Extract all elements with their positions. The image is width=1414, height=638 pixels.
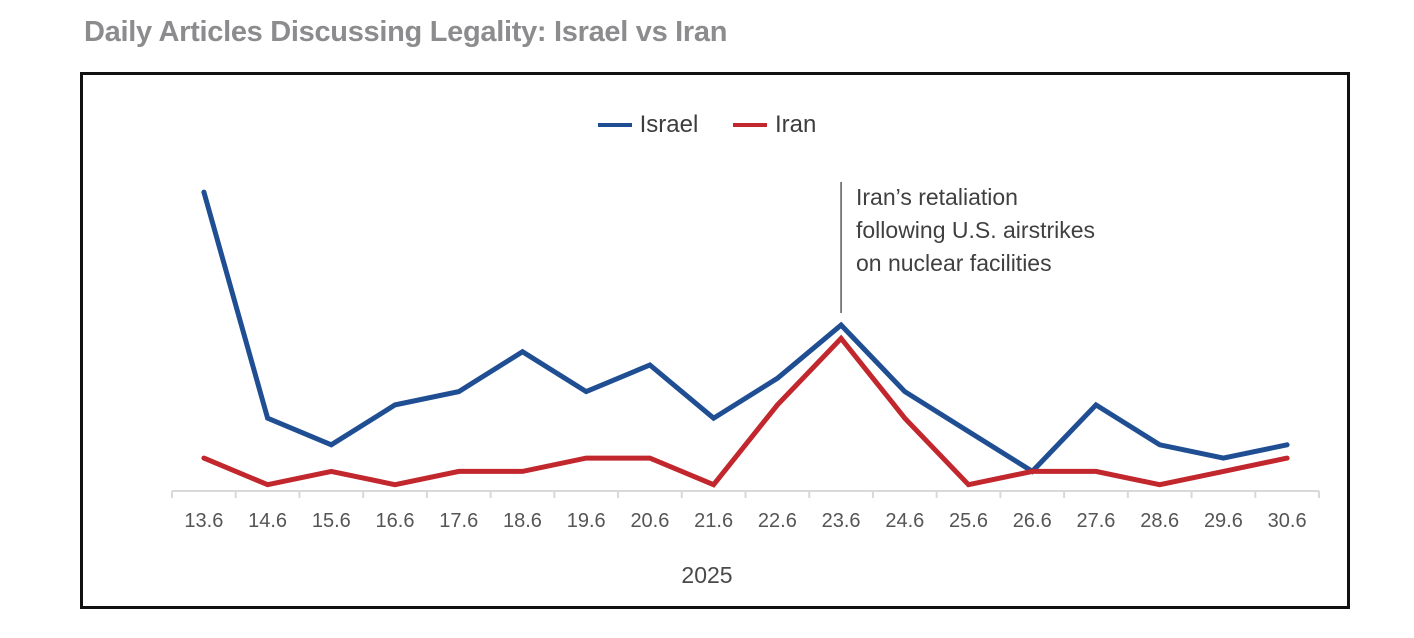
legend: Israel Iran — [0, 106, 1414, 139]
chart-frame — [80, 72, 1350, 609]
x-tick-label: 20.6 — [630, 510, 669, 532]
x-tick-label: 14.6 — [248, 510, 287, 532]
x-tick-label: 19.6 — [567, 510, 606, 532]
series-line-israel — [201, 189, 1290, 475]
legend-swatch-iran — [733, 123, 767, 127]
x-tick-label: 30.6 — [1268, 510, 1307, 532]
chart-title: Daily Articles Discussing Legality: Isra… — [84, 16, 728, 48]
legend-swatch-israel — [597, 123, 632, 127]
x-tick-label: 21.6 — [694, 510, 733, 532]
annotation-text: Iran’s retaliation following U.S. airstr… — [856, 181, 1095, 280]
legend-item-israel: Israel — [597, 111, 699, 139]
x-tick-label: 13.6 — [184, 510, 223, 532]
x-tick-label: 27.6 — [1077, 510, 1116, 532]
x-tick-label: 22.6 — [758, 510, 797, 532]
series-group — [201, 189, 1290, 488]
annotation-line: on nuclear facilities — [856, 250, 1052, 276]
annotation-line: Iran’s retaliation — [856, 184, 1018, 210]
x-tick-label: 17.6 — [439, 510, 478, 532]
legend-label-iran: Iran — [775, 111, 817, 138]
x-axis-title: 2025 — [681, 562, 733, 588]
x-tick-label: 26.6 — [1013, 510, 1052, 532]
x-tick-label: 16.6 — [376, 510, 415, 532]
x-axis: 13.6 14.6 15.6 16.6 17.6 18.6 19.6 20.6 21.6 22.6… — [171, 490, 1320, 532]
x-tick-label: 28.6 — [1140, 510, 1179, 532]
annotation-line: following U.S. airstrikes — [856, 217, 1096, 243]
x-tick-label: 18.6 — [503, 510, 542, 532]
x-tick-label: 24.6 — [885, 510, 924, 532]
series-line-iran — [201, 334, 1290, 488]
x-tick-label: 15.6 — [312, 510, 351, 532]
x-tick-label: 23.6 — [822, 510, 861, 532]
legend-item-iran: Iran — [733, 111, 816, 139]
legend-label-israel: Israel — [639, 111, 699, 138]
x-tick-label: 25.6 — [949, 510, 988, 532]
x-tick-label: 29.6 — [1204, 510, 1243, 532]
